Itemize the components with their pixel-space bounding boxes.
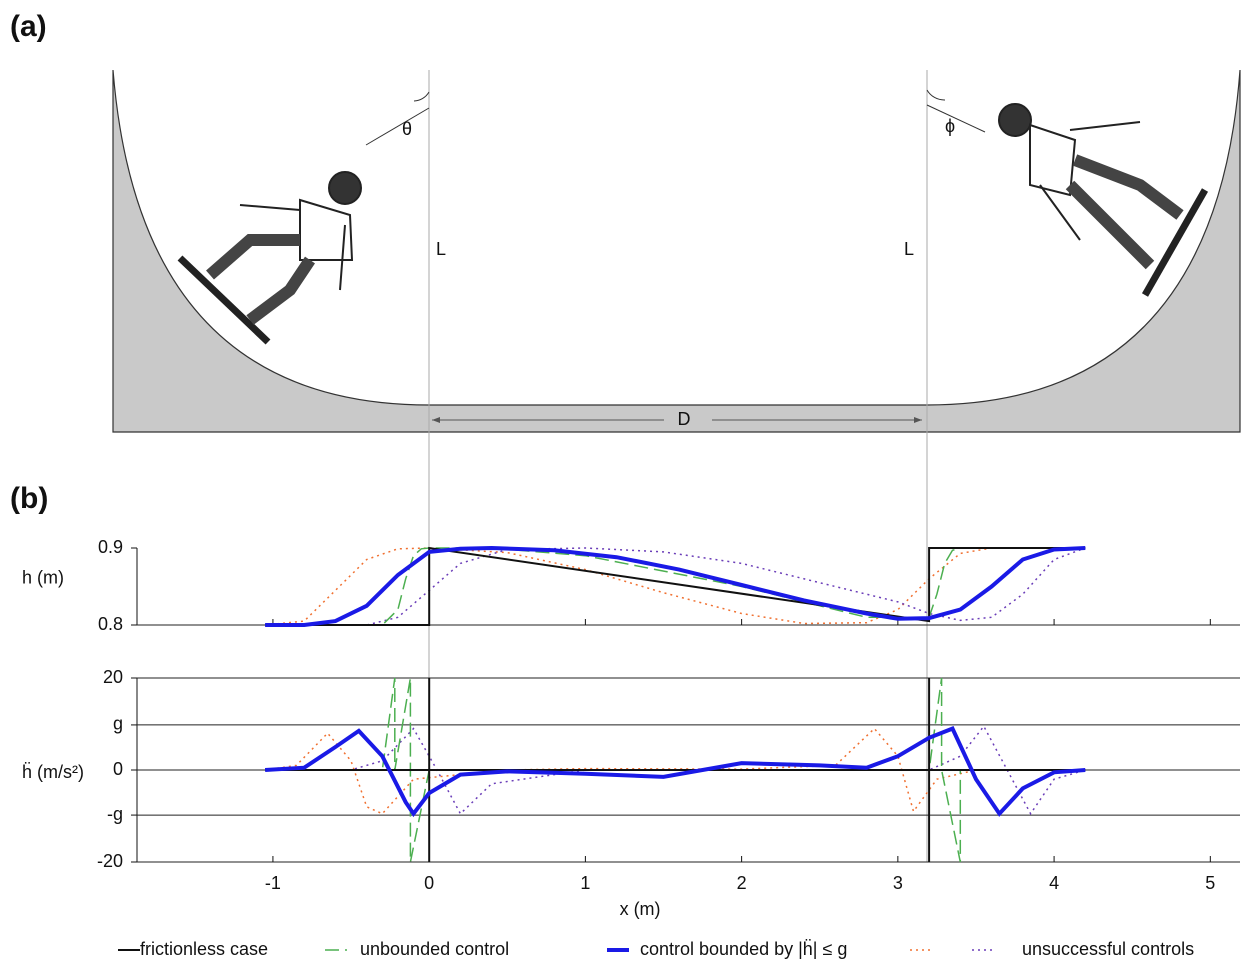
angle-label: θ xyxy=(402,119,412,139)
panel-label: (b) xyxy=(10,482,48,515)
skater xyxy=(999,104,1205,295)
angle-arc xyxy=(927,90,945,100)
length-label: L xyxy=(904,239,914,259)
y-tick-label: -g xyxy=(107,804,123,824)
halfpipe xyxy=(113,70,1240,432)
legend-label: control bounded by |ḧ| ≤ g xyxy=(640,939,847,959)
x-tick-label: 4 xyxy=(1049,873,1059,893)
x-tick-label: 2 xyxy=(737,873,747,893)
angle-line xyxy=(366,108,429,145)
x-axis-label: x (m) xyxy=(620,899,661,919)
x-tick-label: 3 xyxy=(893,873,903,893)
y-axis-label: ḧ (m/s²) xyxy=(22,762,84,782)
y-tick-label: 0.8 xyxy=(98,614,123,634)
y-axis-label: h (m) xyxy=(22,567,64,587)
angle-label: ϕ xyxy=(945,116,955,136)
angle-arc xyxy=(414,92,429,101)
y-tick-label: 0.9 xyxy=(98,537,123,557)
series-line xyxy=(265,548,1085,625)
skater xyxy=(180,172,361,342)
legend: frictionless case unbounded control contro… xyxy=(118,939,1194,959)
length-label: L xyxy=(436,239,446,259)
legend-label: unbounded control xyxy=(360,939,509,959)
figure: (a) (b) θ ϕ L L D frictionless case unbou… xyxy=(0,0,1252,965)
panel-label: (a) xyxy=(10,10,47,43)
legend-label: frictionless case xyxy=(140,939,268,959)
legend-label: unsuccessful controls xyxy=(1022,939,1194,959)
y-tick-label: -20 xyxy=(97,851,123,871)
x-tick-label: 1 xyxy=(580,873,590,893)
y-tick-label: g xyxy=(113,714,123,734)
angle-line xyxy=(927,105,985,132)
y-tick-label: 20 xyxy=(103,667,123,687)
distance-label: D xyxy=(678,409,691,429)
y-tick-label: 0 xyxy=(113,759,123,779)
x-tick-label: 5 xyxy=(1205,873,1215,893)
x-tick-label: -1 xyxy=(265,873,281,893)
series-line xyxy=(265,729,1085,814)
x-tick-label: 0 xyxy=(424,873,434,893)
